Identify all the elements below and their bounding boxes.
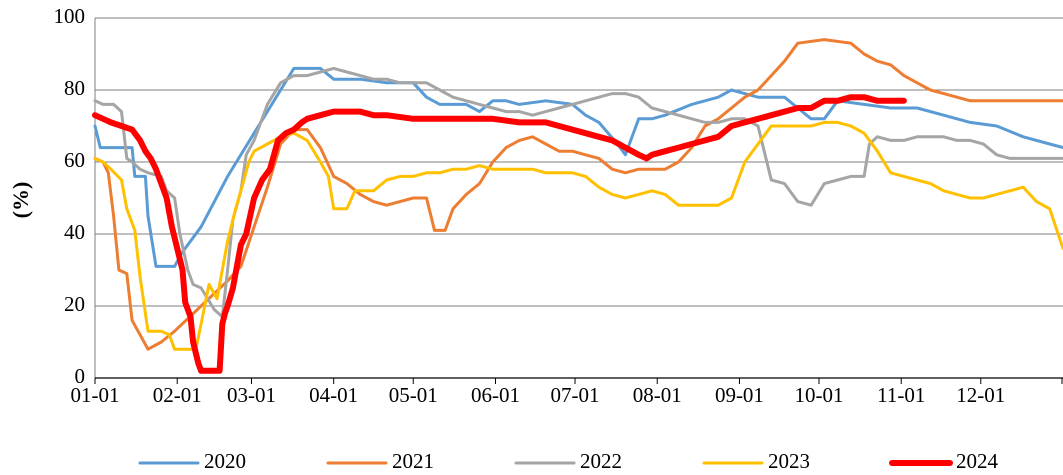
series-line-2024 (92, 94, 907, 374)
y-tick-label: 80 (64, 76, 85, 100)
x-tick-label: 03-01 (227, 383, 276, 407)
x-tick-label: 10-01 (795, 383, 844, 407)
legend: 2020 2021 2022 2023 2024 (138, 449, 999, 473)
y-axis-label: (%) (8, 182, 33, 219)
axes (94, 18, 1063, 384)
y-tick-label: 60 (64, 148, 85, 172)
legend-label-2024: 2024 (956, 449, 999, 473)
x-tick-label: 09-01 (715, 383, 764, 407)
y-tick-label: 0 (75, 364, 86, 388)
series-lines (92, 38, 1063, 374)
x-tick-label: 08-01 (633, 383, 682, 407)
x-tick-label: 05-01 (389, 383, 438, 407)
x-tick-label: 07-01 (551, 383, 600, 407)
legend-label-2020: 2020 (204, 449, 246, 473)
gridlines (95, 17, 1063, 307)
x-tick-label: 12-01 (956, 383, 1005, 407)
legend-label-2023: 2023 (768, 449, 810, 473)
y-tick-label: 20 (64, 292, 85, 316)
x-axis-ticks: 01-01 02-01 03-01 04-01 05-01 06-01 07-01 08-01… (71, 383, 1006, 407)
legend-label-2021: 2021 (392, 449, 434, 473)
x-tick-label: 02-01 (153, 383, 202, 407)
series-line-2023 (93, 120, 1063, 351)
x-tick-label: 06-01 (471, 383, 520, 407)
series-line-2020 (93, 66, 1063, 268)
x-tick-label: 04-01 (309, 383, 358, 407)
x-tick-label: 01-01 (71, 383, 120, 407)
y-axis-ticks: 0 20 40 60 80 100 (54, 4, 86, 388)
series-line-2022 (93, 66, 1063, 319)
legend-label-2022: 2022 (580, 449, 622, 473)
x-tick-label: 11-01 (877, 383, 925, 407)
y-tick-label: 100 (54, 4, 86, 28)
y-tick-label: 40 (64, 220, 85, 244)
